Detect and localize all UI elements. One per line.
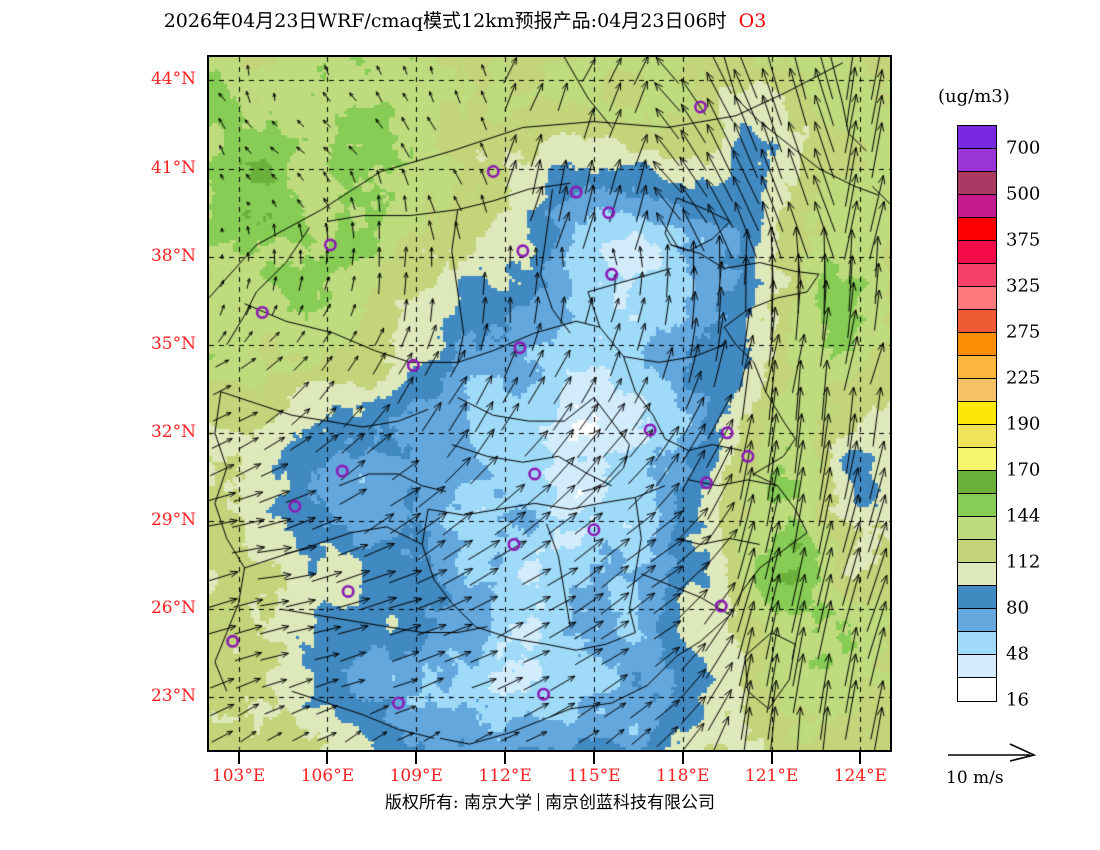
- lon-label-121: 121°E: [744, 766, 799, 786]
- forecast-map[interactable]: [207, 55, 892, 752]
- latitude-axis: 44°N 41°N 38°N 35°N 32°N 29°N 26°N 23°N: [100, 55, 309, 752]
- colorbar-band-144: [958, 494, 996, 517]
- colorbar-band-275: [958, 310, 996, 333]
- colorbar-label-375: 375: [1006, 229, 1041, 251]
- colorbar-label-144: 144: [1006, 505, 1041, 527]
- colorbar-label-190: 190: [1006, 413, 1041, 435]
- lat-label-41: 41°N: [150, 157, 196, 178]
- colorbar-band-205: [958, 379, 996, 402]
- title-species-label: O3: [738, 10, 767, 32]
- colorbar-label-48: 48: [1006, 643, 1029, 665]
- colorbar-label-112: 112: [1006, 551, 1041, 573]
- lon-tick: [326, 752, 329, 764]
- colorbar-band-128: [958, 517, 996, 540]
- title-text: 2026年04月23日WRF/cmaq模式12km预报产品:04月23日06时: [163, 10, 727, 32]
- lat-label-26: 26°N: [150, 598, 196, 619]
- lon-label-115: 115°E: [567, 766, 621, 786]
- longitude-axis: 103°E 106°E 109°E 112°E 115°E 118°E 121°E 124°E: [207, 752, 892, 792]
- colorbar-label-275: 275: [1006, 321, 1041, 343]
- colorbar-band-600: [958, 149, 996, 172]
- lon-label-118: 118°E: [656, 766, 710, 786]
- map-raster[interactable]: [209, 57, 890, 750]
- lon-tick: [237, 752, 240, 764]
- lat-label-29: 29°N: [150, 509, 196, 530]
- colorbar-label-170: 170: [1006, 459, 1041, 481]
- lon-tick: [504, 752, 507, 764]
- footer: 版权所有: 南京大学 南京创蓝科技有限公司: [0, 788, 1100, 813]
- colorbar-band-155: [958, 471, 996, 494]
- lon-tick: [415, 752, 418, 764]
- lon-tick: [681, 752, 684, 764]
- lat-label-44: 44°N: [150, 69, 196, 90]
- lon-label-112: 112°E: [478, 766, 532, 786]
- lon-label-106: 106°E: [300, 766, 355, 786]
- footer-copyright: 版权所有: 南京大学: [384, 793, 533, 813]
- colorbar-band-300: [958, 287, 996, 310]
- colorbar-band-180: [958, 425, 996, 448]
- colorbar-band-190: [958, 402, 996, 425]
- colorbar-band-375: [958, 218, 996, 241]
- lon-label-124: 124°E: [833, 766, 888, 786]
- lon-label-103: 103°E: [211, 766, 266, 786]
- wind-scale-label: 10 m/s: [946, 768, 1004, 788]
- colorbar-band-112: [958, 540, 996, 563]
- lat-label-32: 32°N: [150, 421, 196, 442]
- colorbar-band-170: [958, 448, 996, 471]
- legend-panel: (ug/m3) 10 m/s 700 500 375 325 275 225 190 170 1…: [930, 80, 1100, 788]
- colorbar-band-350: [958, 241, 996, 264]
- wind-scale-key: 10 m/s: [944, 740, 1084, 800]
- footer-divider: [538, 793, 540, 811]
- lon-label-109: 109°E: [389, 766, 443, 786]
- colorbar-label-225: 225: [1006, 367, 1041, 389]
- lon-tick: [859, 752, 862, 764]
- colorbar-band-80: [958, 586, 996, 609]
- colorbar-band-425: [958, 195, 996, 218]
- colorbar-label-500: 500: [1006, 183, 1041, 205]
- colorbar-band-225: [958, 356, 996, 379]
- colorbar-band-250: [958, 333, 996, 356]
- colorbar-band-325: [958, 264, 996, 287]
- colorbar-band-64: [958, 609, 996, 632]
- lat-label-35: 35°N: [150, 333, 196, 354]
- lon-tick: [592, 752, 595, 764]
- colorbar-band-48: [958, 632, 996, 655]
- footer-company: 南京创蓝科技有限公司: [545, 793, 716, 813]
- lat-label-38: 38°N: [150, 245, 196, 266]
- colorbar[interactable]: [957, 125, 997, 702]
- lon-tick: [770, 752, 773, 764]
- colorbar-band-32: [958, 655, 996, 678]
- colorbar-label-700: 700: [1006, 137, 1041, 159]
- colorbar-label-80: 80: [1006, 597, 1029, 619]
- colorbar-label-16: 16: [1006, 689, 1029, 711]
- page-title: 2026年04月23日WRF/cmaq模式12km预报产品:04月23日06时 O…: [0, 6, 930, 33]
- colorbar-label-325: 325: [1006, 275, 1041, 297]
- arrow-right-icon: [948, 743, 1037, 762]
- lat-label-23: 23°N: [150, 686, 196, 707]
- colorbar-band-16: [958, 678, 996, 701]
- colorbar-band-96: [958, 563, 996, 586]
- colorbar-band-500: [958, 172, 996, 195]
- colorbar-band-700: [958, 126, 996, 149]
- legend-unit-label: (ug/m3): [938, 86, 1010, 107]
